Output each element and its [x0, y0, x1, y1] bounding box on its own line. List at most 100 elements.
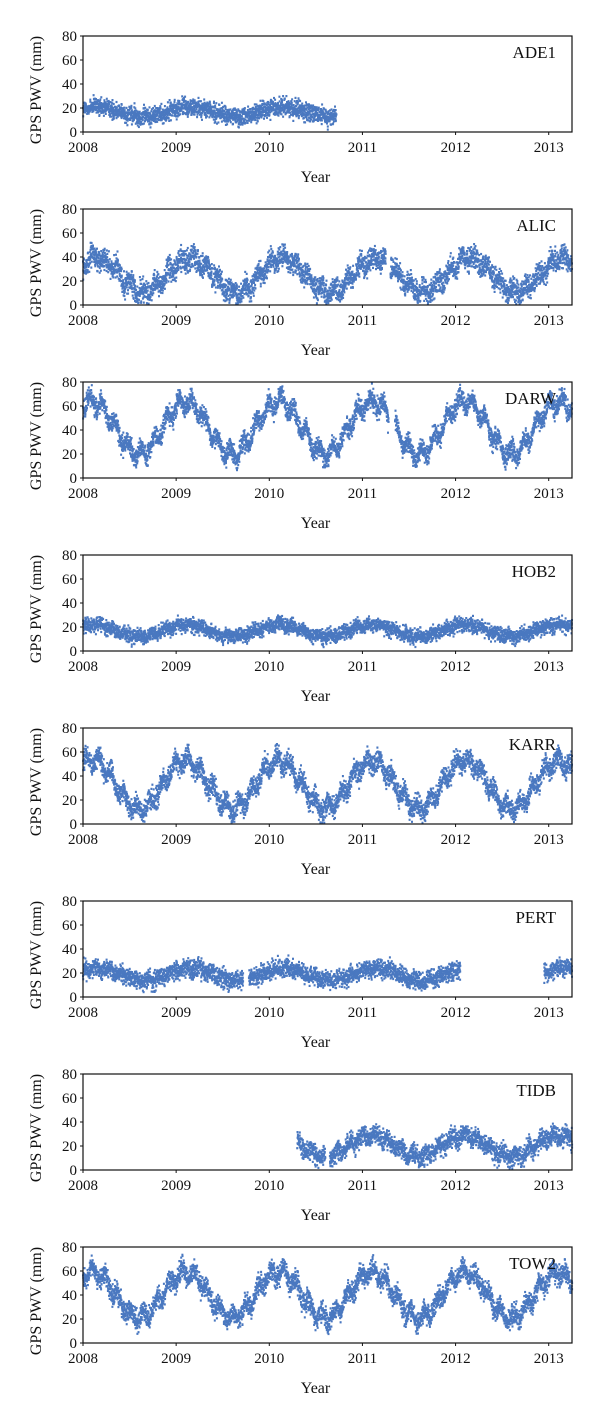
- data-point: [148, 298, 151, 301]
- data-point: [213, 279, 216, 282]
- data-point: [241, 291, 244, 294]
- data-point: [158, 295, 160, 298]
- data-point: [209, 103, 212, 106]
- data-point: [262, 100, 265, 103]
- data-point: [304, 263, 307, 266]
- data-point: [231, 117, 234, 120]
- data-point: [124, 298, 127, 301]
- data-point: [220, 101, 223, 104]
- data-point: [178, 101, 180, 104]
- data-point: [168, 99, 171, 102]
- data-point: [346, 274, 349, 277]
- data-point: [397, 280, 399, 283]
- data-point: [326, 122, 328, 125]
- y-tick-label: 0: [70, 125, 78, 141]
- data-point: [438, 284, 441, 287]
- data-point: [107, 101, 110, 104]
- data-point: [168, 253, 171, 257]
- data-point: [118, 109, 121, 112]
- data-point: [112, 102, 115, 106]
- data-point: [257, 107, 260, 110]
- data-point: [182, 112, 185, 115]
- data-point: [252, 106, 255, 109]
- data-point: [269, 245, 272, 248]
- data-point: [112, 276, 115, 279]
- data-point: [315, 106, 318, 109]
- data-point: [430, 281, 433, 284]
- data-point: [289, 271, 292, 274]
- data-point: [191, 106, 194, 109]
- data-point: [105, 97, 108, 100]
- data-point: [242, 296, 245, 299]
- data-point: [116, 260, 119, 264]
- data-point: [239, 116, 242, 119]
- data-point: [167, 264, 170, 267]
- data-points: [82, 94, 338, 131]
- data-point: [178, 253, 181, 257]
- data-point: [366, 251, 369, 254]
- data-point: [237, 114, 240, 117]
- data-point: [260, 107, 263, 110]
- data-point: [177, 264, 179, 268]
- data-point: [273, 96, 275, 100]
- data-point: [332, 120, 335, 123]
- data-point: [185, 104, 188, 107]
- data-point: [137, 125, 140, 129]
- data-point: [138, 276, 141, 279]
- data-point: [309, 267, 312, 270]
- data-point: [234, 108, 237, 111]
- data-point: [104, 108, 107, 111]
- data-point: [297, 112, 300, 115]
- data-point: [173, 114, 176, 117]
- data-point: [204, 113, 207, 117]
- data-point: [315, 282, 318, 286]
- data-point: [93, 258, 96, 261]
- data-point: [129, 118, 132, 121]
- data-point: [99, 104, 102, 107]
- data-point: [106, 259, 109, 262]
- data-point: [157, 118, 160, 121]
- data-point: [419, 299, 422, 303]
- data-point: [204, 111, 207, 114]
- data-point: [171, 114, 174, 117]
- data-point: [213, 106, 216, 109]
- data-point: [137, 301, 140, 304]
- data-point: [318, 115, 321, 119]
- data-point: [231, 111, 234, 114]
- data-point: [262, 108, 265, 111]
- data-point: [136, 285, 139, 288]
- data-point: [240, 121, 243, 124]
- data-point: [102, 103, 105, 106]
- data-point: [228, 289, 231, 292]
- data-point: [225, 116, 227, 119]
- data-point: [327, 110, 330, 113]
- data-point: [127, 292, 130, 295]
- data-point: [300, 263, 303, 266]
- data-point: [172, 275, 175, 278]
- data-point: [216, 279, 219, 282]
- data-point: [85, 265, 87, 269]
- data-point: [120, 106, 122, 109]
- data-point: [237, 126, 240, 129]
- data-point: [135, 288, 138, 292]
- data-point: [122, 109, 125, 112]
- data-point: [102, 248, 105, 252]
- data-point: [98, 108, 100, 111]
- data-point: [118, 104, 121, 107]
- data-point: [169, 112, 171, 115]
- data-point: [132, 116, 135, 119]
- data-point: [290, 101, 293, 104]
- data-point: [102, 114, 105, 117]
- data-point: [255, 122, 258, 125]
- data-point: [442, 291, 445, 294]
- data-point: [224, 106, 227, 109]
- data-point: [365, 256, 368, 259]
- data-point: [203, 272, 205, 275]
- data-point: [144, 109, 147, 112]
- data-point: [282, 115, 285, 118]
- data-point: [136, 124, 139, 127]
- data-point: [103, 264, 106, 268]
- data-point: [275, 267, 278, 270]
